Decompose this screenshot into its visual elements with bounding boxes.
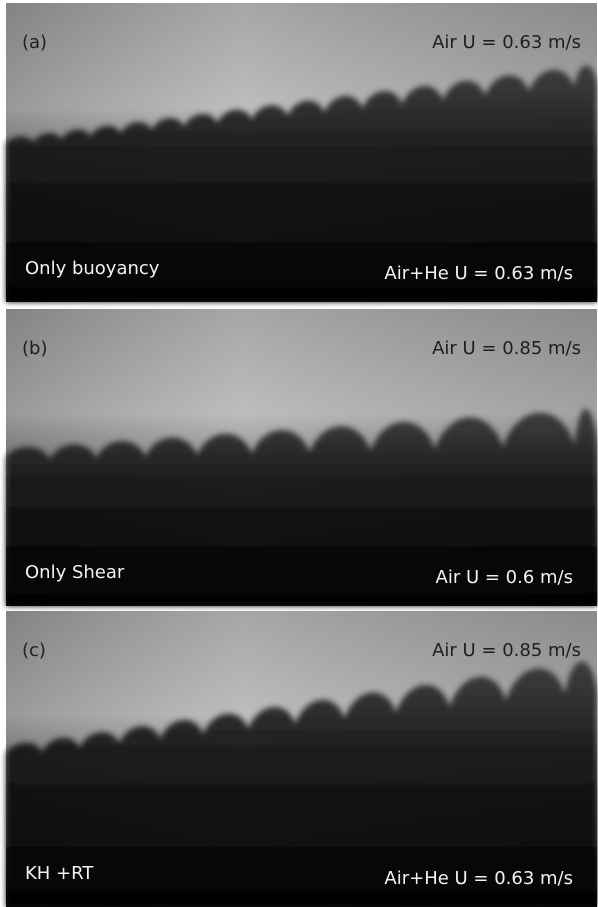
photo-panel: (a) Air U = 0.63 m/s Only buoyancy Air+He U… [6,3,597,302]
photo-panel: (c) Air U = 0.85 m/s KH +RT Air+He U = 0.63… [6,611,597,907]
velocity-bottom: Air+He U = 0.63 m/s [384,868,573,889]
air-velocity-top: Air U = 0.63 m/s [432,32,581,53]
figure: (a) Air U = 0.63 m/s Only buoyancy Air+He U… [0,0,598,907]
panel-label: (b) [22,338,47,359]
air-velocity-top: Air U = 0.85 m/s [432,640,581,661]
velocity-bottom: Air U = 0.6 m/s [436,567,573,588]
panel-label: (c) [22,640,46,661]
case-label: KH +RT [25,863,94,884]
case-label: Only Shear [25,562,125,583]
velocity-bottom: Air+He U = 0.63 m/s [384,263,573,284]
air-velocity-top: Air U = 0.85 m/s [432,338,581,359]
panel-label: (a) [22,32,47,53]
photo-panel: (b) Air U = 0.85 m/s Only Shear Air U = 0.6… [6,309,597,606]
case-label: Only buoyancy [25,258,160,279]
